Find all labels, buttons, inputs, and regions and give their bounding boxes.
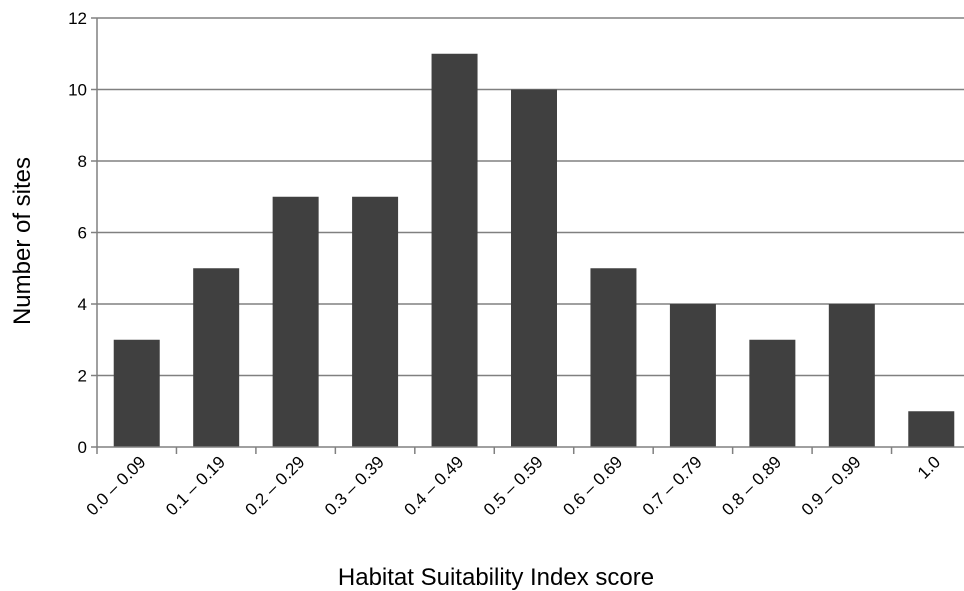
bar-2 — [193, 268, 240, 447]
x-axis-label: Habitat Suitability Index score — [338, 564, 654, 591]
bar-11 — [908, 411, 955, 447]
bar-6 — [511, 89, 557, 447]
x-tick-label: 0.8 – 0.89 — [718, 452, 785, 519]
y-tick-label: 8 — [78, 152, 87, 171]
x-tick-labels: 0.0 – 0.09 0.1 – 0.19 0.2 – 0.29 0.3 – 0.39… — [83, 452, 944, 519]
x-tick-label: 0.6 – 0.69 — [559, 452, 626, 519]
x-tick-label: 0.7 – 0.79 — [639, 452, 706, 519]
y-tick-labels: 0 2 4 6 8 10 12 — [68, 9, 87, 457]
x-tick-label: 0.1 – 0.19 — [162, 452, 229, 519]
y-tick-label: 10 — [68, 81, 87, 100]
bar-4 — [352, 196, 399, 447]
bar-5 — [431, 53, 478, 447]
y-tick-label: 6 — [78, 224, 87, 243]
y-axis-label: Number of sites — [9, 157, 36, 325]
bars — [113, 53, 955, 447]
x-tick-label: 0.2 – 0.29 — [242, 452, 309, 519]
y-tick-label: 4 — [78, 295, 87, 314]
bar-10 — [828, 304, 875, 447]
bar-7 — [590, 268, 637, 447]
y-tick-label: 12 — [68, 9, 87, 28]
x-tick-label: 0.0 – 0.09 — [83, 452, 150, 519]
y-tick-label: 2 — [78, 367, 87, 386]
x-tick-label: 0.3 – 0.39 — [321, 452, 388, 519]
bar-1 — [113, 339, 160, 447]
x-tick-label: 0.9 – 0.99 — [798, 452, 865, 519]
y-tick-label: 0 — [78, 438, 87, 457]
axes — [91, 17, 964, 454]
bar-9 — [749, 339, 796, 447]
x-tick-label: 0.5 – 0.59 — [480, 452, 547, 519]
bar-8 — [669, 304, 716, 447]
bar-3 — [272, 196, 319, 447]
x-tick-label: 1.0 — [914, 452, 944, 482]
x-tick-label: 0.4 – 0.49 — [400, 452, 467, 519]
